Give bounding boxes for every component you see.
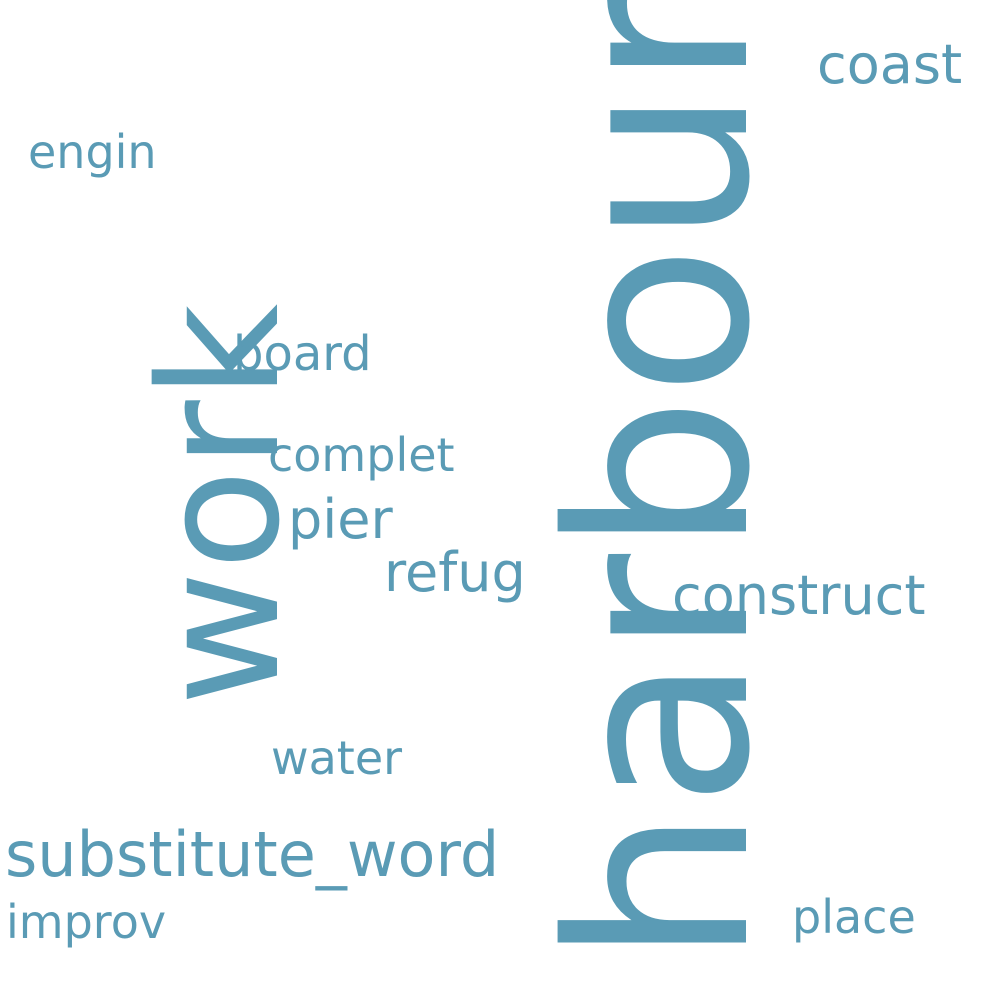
word-water: water (271, 731, 403, 785)
word-improv: improv (6, 895, 167, 949)
word-refug: refug (384, 541, 526, 604)
word-place: place (792, 890, 916, 944)
word-harbour: harbour (517, 0, 805, 965)
word-complet: complet (268, 428, 455, 482)
word-engin: engin (28, 125, 157, 179)
word-board: board (233, 326, 372, 382)
word-substitute_word: substitute_word (5, 818, 500, 891)
word-construct: construct (672, 564, 926, 627)
word-pier: pier (288, 488, 393, 551)
word-coast: coast (817, 33, 963, 96)
